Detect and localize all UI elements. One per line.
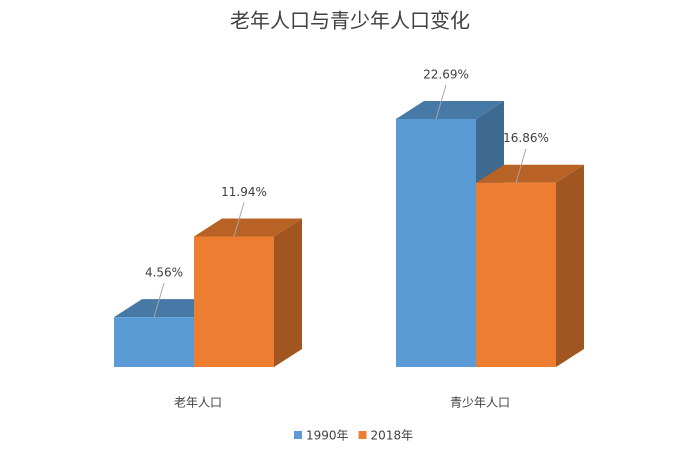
leader-line — [153, 283, 165, 318]
legend-label: 1990年 — [306, 429, 349, 443]
bar-top — [194, 218, 302, 237]
bar — [476, 182, 556, 367]
leader-line — [515, 148, 527, 183]
data-label: 16.86% — [503, 131, 549, 145]
data-label: 11.94% — [221, 185, 267, 199]
bar — [114, 317, 194, 367]
legend-label: 2018年 — [371, 429, 414, 443]
bar-top — [476, 164, 584, 183]
bar-side — [556, 164, 584, 367]
bar — [194, 236, 274, 367]
bar — [396, 118, 476, 368]
chart-title: 老年人口与青少年人口变化 — [230, 9, 470, 33]
leader-line — [435, 84, 447, 120]
bar-top — [396, 100, 504, 119]
legend-swatch — [294, 431, 302, 439]
x-tick-label: 老年人口 — [174, 396, 222, 410]
bar-side — [274, 218, 302, 367]
leader-line — [233, 202, 245, 237]
legend-swatch — [358, 431, 367, 439]
data-label: 4.56% — [145, 266, 183, 280]
x-tick-label: 青少年人口 — [450, 396, 510, 410]
data-label: 22.69% — [423, 67, 469, 81]
